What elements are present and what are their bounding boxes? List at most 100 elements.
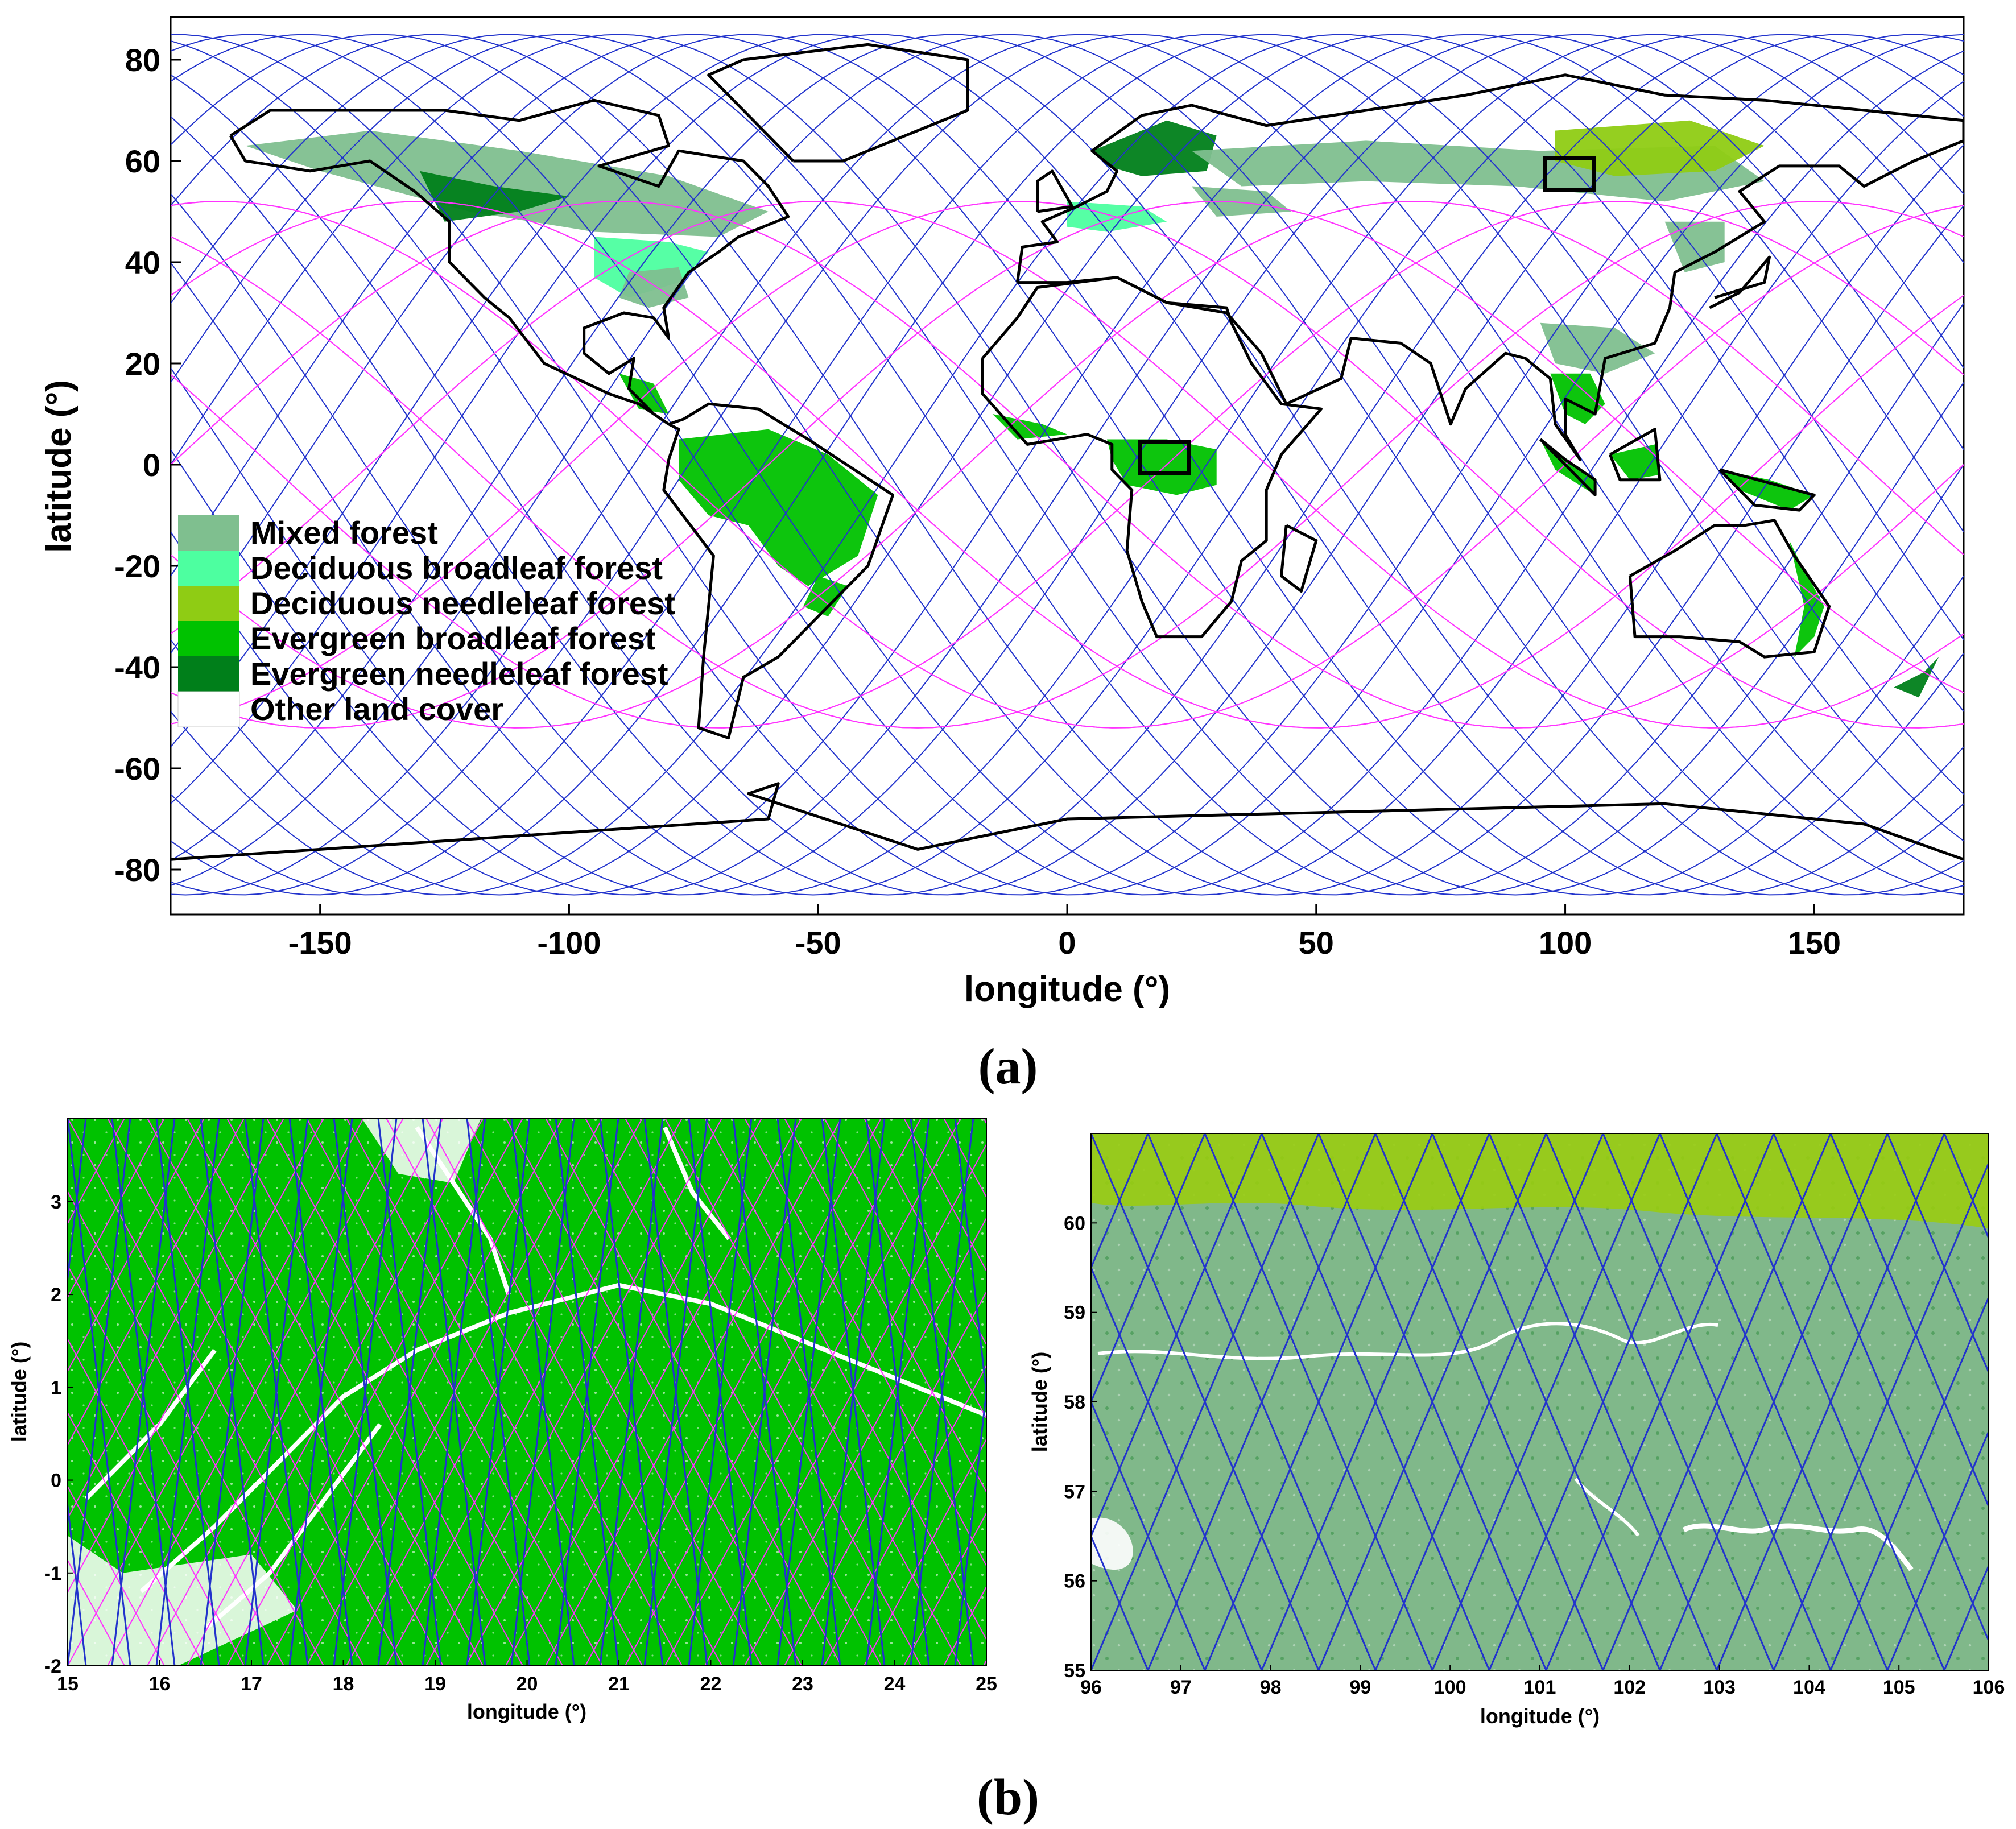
panel-b-right-siberia: 96 97 98 99 100 101 102 103 104 105 106 60 59 58 57 56 5… [1028, 1133, 2005, 1728]
magenta-ground-track [784, 1290, 986, 1666]
x-tick-label: 23 [792, 1673, 813, 1695]
blue-ground-track [1773, 1161, 1989, 1670]
x-tick-label: 16 [149, 1673, 171, 1695]
coastline [1718, 468, 1816, 512]
blue-ground-track [171, 34, 1964, 896]
x-tick-label: -100 [537, 925, 601, 961]
blue-ground-track [171, 34, 1964, 896]
y-tick-label: -80 [114, 852, 160, 888]
satellite-ground-tracks [68, 1118, 986, 1666]
blue-ground-track [288, 1118, 353, 1666]
x-axis-label: longitude (°) [1480, 1704, 1600, 1728]
magenta-ground-track [903, 1118, 986, 1272]
blue-ground-track [155, 1118, 220, 1666]
blue-ground-track [1091, 1133, 1206, 1404]
x-tick-label: 97 [1170, 1677, 1192, 1698]
y-tick-label: 60 [1064, 1213, 1085, 1234]
legend-label: Evergreen needleleaf forest [250, 656, 668, 692]
magenta-ground-track [68, 1118, 364, 1666]
legend-label: Other land cover [250, 691, 503, 727]
y-tick-label: -2 [44, 1656, 61, 1677]
blue-ground-track [111, 1118, 176, 1666]
panel-b-label: (b) [977, 1769, 1039, 1826]
legend-label: Deciduous broadleaf forest [250, 550, 663, 586]
coastline [1709, 255, 1771, 309]
coastline [1280, 524, 1318, 593]
magenta-ground-track [171, 201, 1964, 729]
legend-swatch [178, 656, 239, 692]
blue-ground-track [1091, 1534, 1149, 1670]
blue-ground-track [171, 34, 1964, 896]
blue-ground-track [171, 34, 1964, 896]
blue-ground-track [1886, 1429, 1989, 1670]
blue-ground-track [688, 1118, 753, 1666]
blue-ground-track [171, 34, 1964, 896]
land-cover-patch [1789, 540, 1824, 657]
panel-a-label: (a) [978, 1038, 1038, 1095]
magenta-ground-track [903, 1512, 986, 1666]
land-cover-patch [1540, 322, 1655, 374]
land-cover-patch [245, 130, 769, 237]
y-tick-label: 80 [125, 42, 160, 78]
x-tick-label: 17 [241, 1673, 262, 1695]
blue-ground-track [1261, 1133, 1490, 1670]
mixed-forest-area [1091, 1133, 1989, 1670]
blue-ground-track [171, 34, 1964, 896]
blue-ground-track [1829, 1295, 1989, 1670]
blue-ground-track [1091, 1133, 1149, 1270]
magenta-ground-track [68, 1412, 205, 1666]
y-axis-label: latitude (°) [1028, 1352, 1051, 1452]
blue-ground-track [333, 1118, 398, 1666]
x-axis-label: longitude (°) [467, 1700, 586, 1723]
x-tick-label: 21 [608, 1673, 630, 1695]
legend-swatch [178, 586, 239, 621]
legend-swatch [178, 621, 239, 656]
study-area-box-siberia[interactable] [1543, 156, 1596, 192]
y-tick-label: -60 [114, 751, 160, 787]
coastline [1015, 73, 1964, 461]
x-tick-label: 100 [1539, 925, 1592, 961]
legend-swatch [178, 515, 239, 551]
blue-ground-track [954, 1384, 986, 1666]
coastline [1036, 169, 1074, 213]
legend-label: Evergreen broadleaf forest [250, 620, 656, 656]
x-tick-label: 99 [1349, 1677, 1371, 1698]
study-area-box-congo[interactable] [1138, 440, 1191, 475]
magenta-ground-track [171, 201, 1964, 729]
axis-ticks: -150 -100 -50 0 50 100 150 80 60 40 20 0 -20 -40 -60 -8… [114, 42, 1841, 961]
blue-ground-track [1943, 1133, 1989, 1240]
blue-ground-track [1602, 1133, 1832, 1670]
land-cover-patch [1720, 469, 1815, 511]
magenta-ground-track [171, 201, 1964, 729]
x-tick-label: 98 [1260, 1677, 1282, 1698]
blue-ground-track [1488, 1133, 1718, 1670]
land-cover-patch [803, 576, 848, 616]
blue-ground-track [200, 1118, 265, 1666]
x-tick-label: -150 [288, 925, 352, 961]
land-cover-patch [1664, 221, 1725, 272]
x-tick-label: 104 [1793, 1677, 1825, 1698]
y-tick-label: 0 [143, 447, 160, 483]
land-cover-patch [679, 429, 878, 586]
blue-ground-track [1716, 1133, 1945, 1670]
magenta-ground-track [545, 1118, 842, 1666]
panel-a-world-map: -150 -100 -50 0 50 100 150 80 60 40 20 0 -20 -40 -60 -8… [39, 16, 1965, 1095]
x-tick-label: 101 [1524, 1677, 1556, 1698]
clearing [1092, 1517, 1133, 1570]
blue-ground-track [821, 1118, 886, 1666]
x-tick-label: 96 [1080, 1677, 1102, 1698]
blue-ground-track [244, 1118, 309, 1666]
blue-ground-track [1886, 1133, 1989, 1375]
blue-ground-track [171, 34, 1964, 896]
x-tick-label: 105 [1883, 1677, 1915, 1698]
y-axis-label: latitude (°) [7, 1342, 31, 1442]
x-tick-label: 100 [1434, 1677, 1466, 1698]
blue-ground-track [466, 1118, 531, 1666]
magenta-ground-track [68, 1118, 165, 1298]
blue-ground-track [555, 1118, 619, 1666]
land-cover-patch [1894, 657, 1939, 698]
river [663, 1126, 731, 1240]
magenta-ground-track [505, 1118, 802, 1666]
